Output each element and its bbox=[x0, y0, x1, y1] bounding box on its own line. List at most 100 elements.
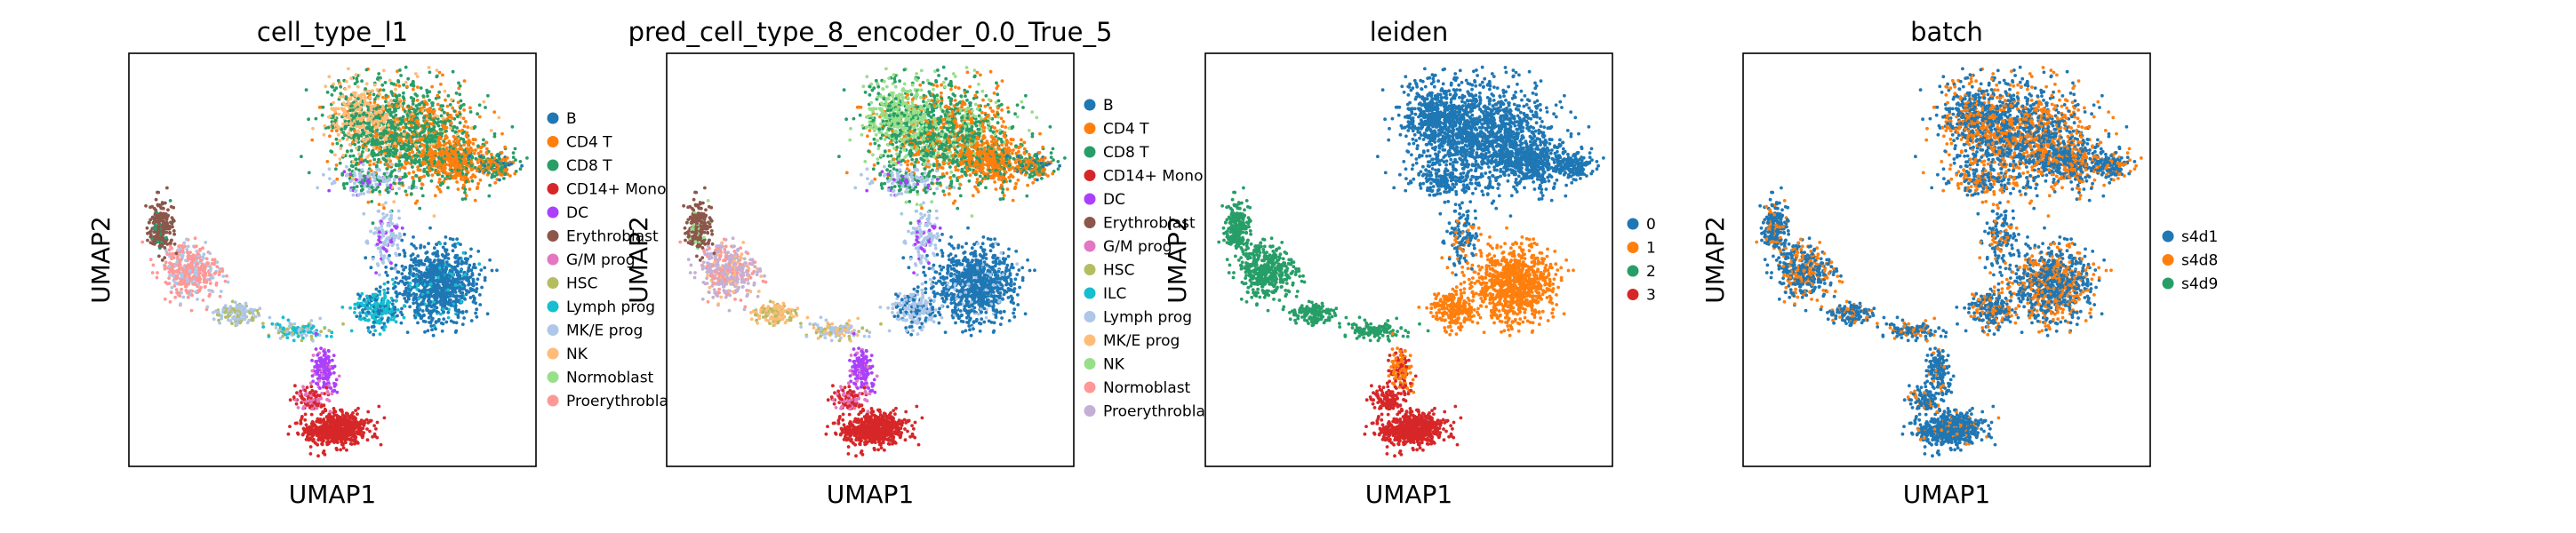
data-point bbox=[326, 348, 331, 353]
data-point bbox=[369, 106, 373, 109]
data-point bbox=[180, 253, 185, 258]
data-point bbox=[341, 136, 345, 140]
data-point bbox=[331, 125, 335, 130]
data-point bbox=[387, 148, 391, 152]
data-point bbox=[333, 153, 337, 157]
data-point bbox=[270, 322, 275, 326]
data-point bbox=[462, 286, 466, 290]
data-point bbox=[364, 68, 369, 72]
data-point bbox=[473, 125, 476, 130]
data-point bbox=[144, 203, 148, 208]
data-point bbox=[316, 186, 320, 190]
data-point bbox=[419, 163, 423, 168]
data-point bbox=[383, 325, 388, 329]
data-point bbox=[169, 204, 173, 209]
data-point bbox=[423, 330, 427, 334]
data-point bbox=[410, 145, 414, 148]
data-point bbox=[361, 150, 364, 154]
data-point bbox=[226, 280, 230, 284]
data-point bbox=[460, 299, 463, 304]
data-point bbox=[221, 307, 226, 312]
data-point bbox=[395, 234, 398, 238]
data-point bbox=[468, 140, 472, 145]
data-point bbox=[253, 314, 258, 319]
data-point bbox=[500, 131, 504, 136]
data-point bbox=[341, 446, 346, 450]
data-point bbox=[323, 369, 326, 373]
data-point bbox=[384, 138, 388, 141]
data-point bbox=[469, 163, 474, 168]
data-point bbox=[163, 264, 167, 268]
data-point bbox=[196, 251, 200, 256]
data-point bbox=[469, 247, 473, 251]
data-point bbox=[328, 365, 332, 369]
data-point bbox=[341, 322, 345, 326]
data-point bbox=[433, 139, 437, 143]
data-point bbox=[398, 68, 402, 72]
data-point bbox=[419, 315, 423, 320]
data-point bbox=[384, 96, 388, 100]
data-point bbox=[404, 287, 409, 291]
data-point bbox=[276, 330, 281, 335]
data-point bbox=[374, 107, 379, 111]
data-point bbox=[311, 338, 315, 343]
data-point bbox=[311, 126, 315, 131]
data-point bbox=[476, 144, 480, 148]
data-point bbox=[244, 314, 248, 318]
data-point bbox=[390, 123, 394, 127]
data-point bbox=[416, 254, 420, 259]
data-point bbox=[441, 73, 444, 77]
data-point bbox=[151, 221, 156, 225]
data-point bbox=[378, 273, 381, 277]
data-point bbox=[370, 200, 374, 203]
data-point bbox=[418, 289, 421, 293]
data-point bbox=[437, 187, 441, 191]
data-point bbox=[414, 246, 418, 251]
data-point bbox=[376, 209, 380, 213]
data-point bbox=[458, 112, 462, 116]
data-point bbox=[167, 282, 172, 285]
data-point bbox=[413, 125, 418, 130]
data-point bbox=[407, 186, 412, 190]
data-point bbox=[352, 171, 356, 175]
data-point bbox=[425, 256, 429, 259]
data-point bbox=[436, 102, 440, 107]
data-point bbox=[342, 187, 347, 190]
data-point bbox=[168, 261, 172, 265]
data-point bbox=[471, 266, 476, 269]
data-point bbox=[430, 328, 434, 332]
data-point bbox=[365, 306, 370, 310]
data-point bbox=[518, 160, 523, 163]
data-point bbox=[472, 262, 476, 266]
data-point bbox=[435, 243, 439, 246]
data-point bbox=[390, 138, 395, 142]
data-point bbox=[461, 183, 466, 187]
data-point bbox=[486, 93, 490, 98]
data-point bbox=[399, 74, 403, 77]
data-point bbox=[383, 296, 388, 300]
data-point bbox=[193, 282, 197, 286]
data-point bbox=[372, 83, 377, 87]
data-point bbox=[422, 160, 426, 164]
data-point bbox=[204, 281, 209, 284]
data-point bbox=[459, 115, 462, 119]
data-point bbox=[477, 262, 482, 266]
data-point bbox=[189, 308, 194, 313]
data-point bbox=[166, 208, 170, 212]
data-point bbox=[412, 87, 415, 91]
data-point bbox=[388, 154, 391, 158]
data-point bbox=[502, 177, 506, 180]
data-point bbox=[433, 120, 437, 124]
data-point bbox=[411, 165, 414, 169]
data-point bbox=[443, 137, 447, 141]
data-point bbox=[198, 249, 202, 252]
data-point bbox=[316, 382, 320, 386]
data-point bbox=[389, 213, 394, 218]
data-point bbox=[397, 236, 401, 240]
data-point bbox=[428, 261, 433, 266]
data-point bbox=[385, 163, 388, 167]
data-point bbox=[199, 259, 204, 263]
data-point bbox=[400, 313, 404, 317]
data-point bbox=[170, 257, 173, 261]
data-point bbox=[464, 309, 468, 314]
